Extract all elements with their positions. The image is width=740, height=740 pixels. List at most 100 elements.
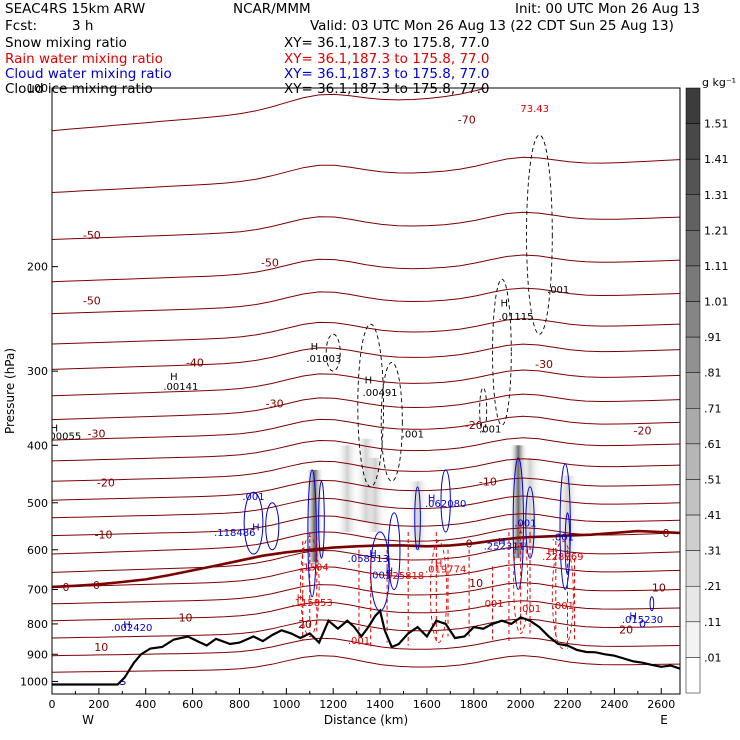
isotherm-12 [52,477,680,501]
colorbar-segment-7 [685,336,701,373]
x-tick-label-7: 1400 [366,698,394,711]
colorbar-segment-11 [685,479,701,516]
temperature-label-14: 0 [662,527,669,540]
colorbar-segment-3 [685,194,701,231]
isotherm-10 [52,437,680,462]
temperature-label-21: 20 [298,618,312,631]
colorbar-segment-0 [685,87,701,124]
colorbar-label-2: 1.31 [704,189,729,202]
temperature-isotherms [52,88,680,673]
contour-label-7: .001 [369,570,391,581]
colorbar-segment-2 [685,158,701,196]
colorbar-label-7: .81 [704,367,722,380]
forecast-label: Fcst: [5,18,38,34]
ice-contour-2 [380,361,403,482]
max-value-2: .01003 [306,354,341,365]
max-marker-14: H [547,547,555,558]
temperature-label-11: -10 [479,475,497,488]
max-value-9: .002420 [111,623,152,634]
x-right-end-label: E [660,713,668,727]
temperature-label-10: -20 [97,476,115,489]
max-marker-0: H [170,372,178,383]
colorbar-segment-5 [685,265,701,302]
x-tick-label-0: 0 [49,698,56,711]
y-tick-label-0: 100 [27,82,48,95]
rain-water-contours [299,522,576,649]
x-tick-label-12: 2400 [600,698,628,711]
max-value-1: .00055 [46,431,81,442]
max-value-3: .00491 [363,388,398,399]
field-xy-snow: XY= 36.1,187.3 to 175.8, 77.0 [284,35,490,51]
init-time: Init: 00 UTC Mon 26 Aug 13 [515,1,700,17]
temperature-label-19: 10 [179,611,193,624]
isotherm-13 [52,495,680,519]
y-tick-label-3: 400 [27,439,48,452]
max-value-4: .01115 [498,312,533,323]
colorbar-label-6: .91 [704,331,722,344]
colorbar-label-12: .31 [704,545,722,558]
isotherm-16 [52,545,680,573]
cloud-water-contour-6 [414,486,421,551]
max-marker-6: H [428,494,436,505]
cloud-water-contour-10 [559,463,571,591]
contour-label-2: .001 [479,425,501,436]
colorbar-segment-12 [685,514,701,551]
cloud-water-contour-9 [525,486,535,559]
field-name-rain: Rain water mixing ratio [5,51,163,67]
x-tick-label-1: 200 [88,698,109,711]
isotherm-3 [52,254,680,283]
max-marker-11: H [629,612,637,623]
max-marker-7: H [369,549,377,560]
max-marker-4: H [500,299,508,310]
colorbar-label-11: .41 [704,509,722,522]
isotherm-20 [52,618,680,639]
center-label: NCAR/MMM [233,1,311,17]
colorbar-segment-16 [685,657,701,694]
cloud-water-contour-7 [440,469,451,533]
snow-light-2 [363,457,388,532]
temperature-label-0: -70 [458,113,476,126]
colorbar-label-8: .71 [704,402,722,415]
cloud-water-contour-8 [512,457,524,591]
y-tick-label-8: 900 [27,648,48,661]
isotherm-2 [52,211,680,240]
isotherm-22 [52,655,680,673]
isotherm-17 [52,563,680,588]
max-marker-5: H [252,522,260,533]
isotherm-21 [52,637,680,657]
cloud-water-contour-5 [387,512,401,591]
max-value-13: .019774 [425,564,466,575]
cloud-ice-contours [325,134,553,488]
y-tick-label-1: 200 [27,261,48,274]
colorbar-label-5: 1.01 [704,296,729,309]
max-marker-8: H [386,566,394,577]
cloud-water-contour-1 [265,502,280,551]
isotherm-14 [52,513,680,537]
temperature-label-17: 10 [469,577,483,590]
cloud-water-contour-2 [307,469,317,598]
colorbar-label-4: 1.11 [704,260,729,273]
valid-time: Valid: 03 UTC Mon 26 Aug 13 (22 CDT Sun … [310,18,674,34]
max-marker-3: H [365,376,373,387]
temperature-label-3: -50 [83,294,101,307]
x-tick-label-10: 2000 [507,698,535,711]
ice-contour-1 [357,323,385,488]
isotherm-0 [52,88,488,132]
colorbar-segment-1 [685,123,701,160]
terrain-line [52,608,680,686]
contour-label-10: .001 [552,601,574,612]
max-value-10: .015230 [622,615,663,626]
terrain-profile [52,608,680,686]
max-value-12: .025818 [383,571,424,582]
colorbar-label-10: .51 [704,473,722,486]
y-tick-label-2: 300 [27,365,48,378]
snow-light-3 [405,481,430,550]
temperature-label-6: -30 [535,358,553,371]
colorbar-segment-9 [685,408,701,445]
x-tick-label-8: 1600 [413,698,441,711]
colorbar-label-14: .11 [704,616,722,629]
field-xy-cloud-ice: XY= 36.1,187.3 to 175.8, 77.0 [284,81,490,97]
x-axis: 0 200 400 600 800 1000 1200 1400 1600 1800 2000 220… [49,688,675,727]
temperature-label-13: 0 [466,537,473,550]
rain-contour-2 [551,540,574,649]
